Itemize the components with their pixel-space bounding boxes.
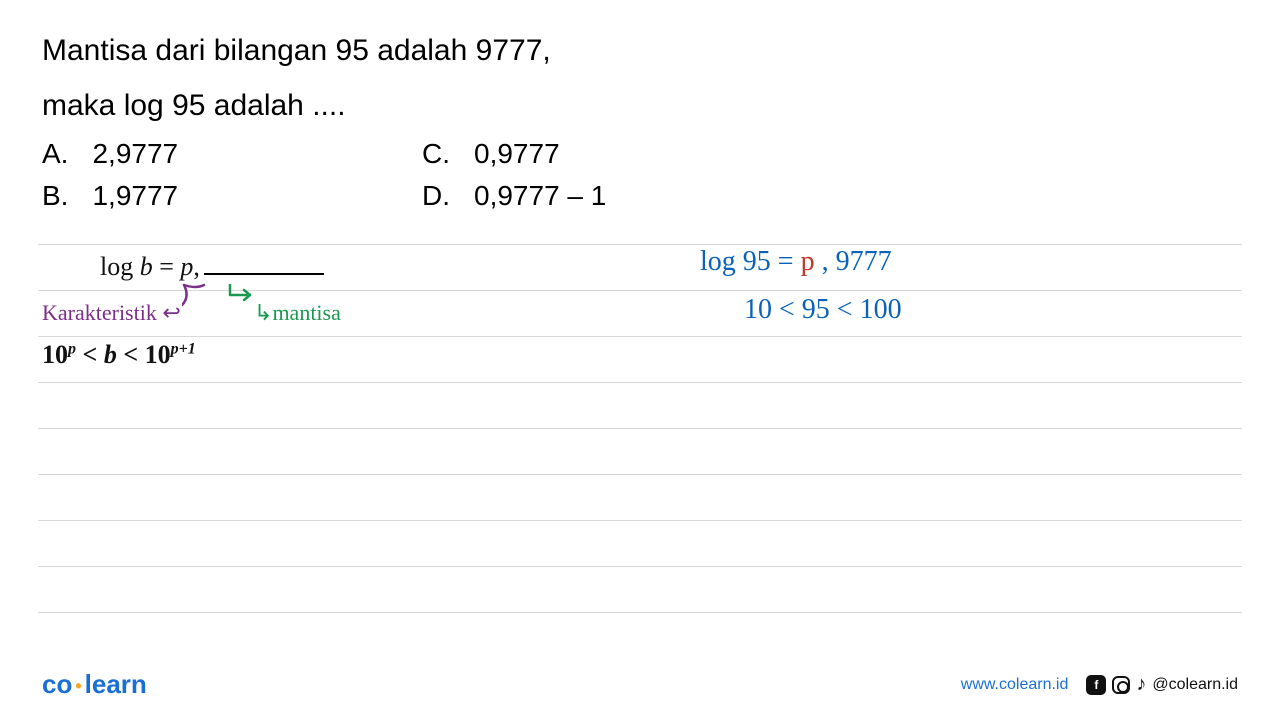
- ruled-line: [38, 382, 1242, 383]
- question-line-1: Mantisa dari bilangan 95 adalah 9777,: [42, 28, 1238, 73]
- footer: co•learn www.colearn.id f ♪ @colearn.id: [0, 669, 1280, 700]
- annotation-text: Karakteristik: [42, 300, 157, 325]
- social-handle: @colearn.id: [1152, 676, 1238, 694]
- question-line-2: maka log 95 adalah ....: [42, 83, 1238, 128]
- option-a: A. 2,9777: [42, 138, 422, 170]
- annotation-karakteristik: Karakteristik ↩: [42, 300, 181, 326]
- logo-learn: learn: [85, 669, 147, 699]
- formula-bounds: 10p < b < 10p+1: [42, 340, 196, 370]
- ruled-line: [38, 474, 1242, 475]
- ruled-line: [38, 244, 1242, 245]
- logo-co: co: [42, 669, 72, 699]
- ruled-line: [38, 566, 1242, 567]
- annotation-mantisa: ↳mantisa: [254, 300, 341, 326]
- formula-var: p: [180, 252, 193, 281]
- option-letter: D.: [422, 180, 450, 212]
- logo-dot-icon: •: [75, 676, 81, 696]
- instagram-icon[interactable]: [1112, 676, 1130, 694]
- option-d: D. 0,9777 – 1: [422, 180, 802, 212]
- formula-text: log: [100, 252, 140, 281]
- handwritten-p: p: [801, 246, 815, 277]
- ruled-line: [38, 428, 1242, 429]
- option-value: 0,9777 – 1: [474, 180, 606, 212]
- footer-right: www.colearn.id f ♪ @colearn.id: [961, 673, 1238, 696]
- ruled-line: [38, 612, 1242, 613]
- ruled-line: [38, 290, 1242, 291]
- blank-line: [204, 273, 324, 275]
- facebook-icon[interactable]: f: [1086, 675, 1106, 695]
- ruled-line: [38, 336, 1242, 337]
- option-value: 2,9777: [92, 138, 178, 170]
- brand-logo: co•learn: [42, 669, 147, 700]
- handwritten-text: log 95 =: [700, 246, 801, 277]
- formula-logb: log b = p,: [100, 252, 324, 282]
- option-c: C. 0,9777: [422, 138, 802, 170]
- handwritten-text: , 9777: [815, 246, 892, 277]
- formula-text: ,: [193, 252, 200, 281]
- tiktok-icon[interactable]: ♪: [1136, 673, 1146, 696]
- option-letter: B.: [42, 180, 68, 212]
- option-b: B. 1,9777: [42, 180, 422, 212]
- formula-text: =: [153, 252, 181, 281]
- answer-options: A. 2,9777 C. 0,9777 B. 1,9777 D. 0,9777 …: [42, 138, 1238, 212]
- option-value: 0,9777: [474, 138, 560, 170]
- option-letter: A.: [42, 138, 68, 170]
- option-value: 1,9777: [92, 180, 178, 212]
- social-links: f ♪ @colearn.id: [1086, 673, 1238, 696]
- website-link[interactable]: www.colearn.id: [961, 676, 1069, 694]
- formula-var: b: [140, 252, 153, 281]
- handwritten-range: 10 < 95 < 100: [744, 294, 902, 326]
- ruled-line: [38, 520, 1242, 521]
- handwritten-log95: log 95 = p , 9777: [700, 246, 892, 278]
- annotation-text: mantisa: [272, 300, 340, 325]
- option-letter: C.: [422, 138, 450, 170]
- arrow-karakteristik-icon: [182, 283, 212, 309]
